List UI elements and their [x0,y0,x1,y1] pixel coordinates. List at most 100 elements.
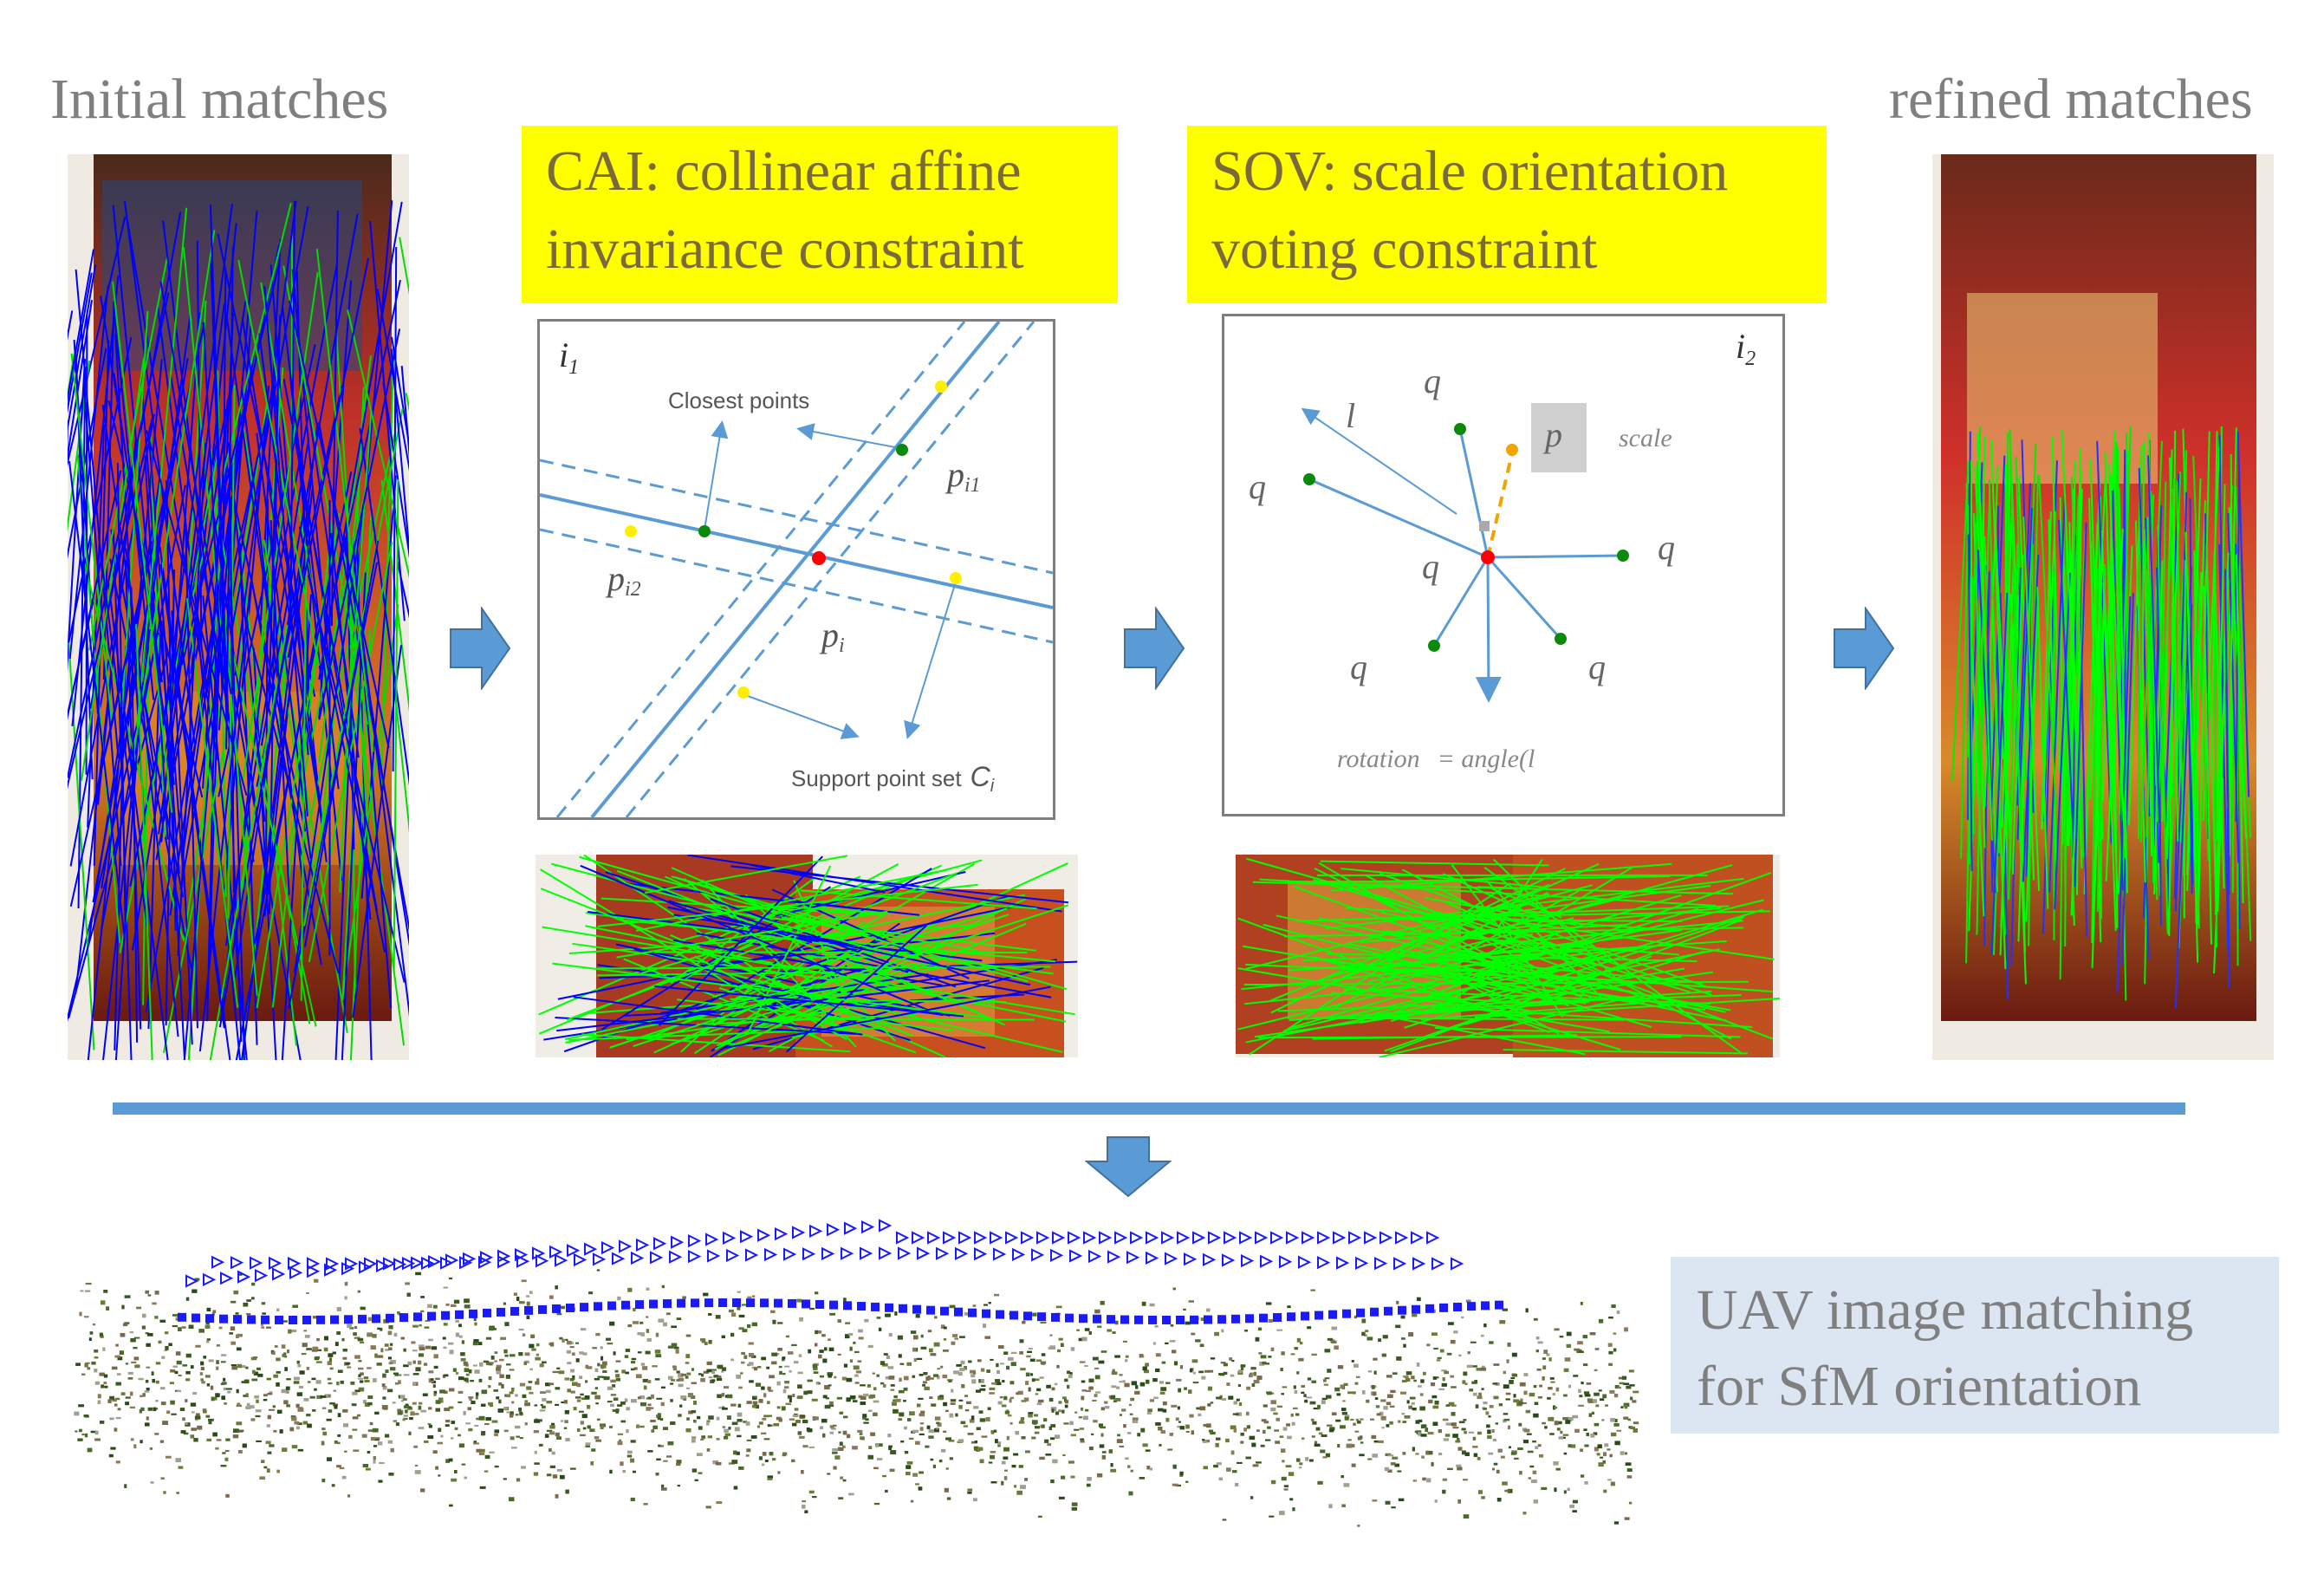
match-line [802,894,1026,940]
cloud-point [1547,1396,1551,1400]
cloud-point [134,1364,140,1369]
cloud-point [339,1467,345,1470]
cloud-point [373,1377,377,1382]
match-line [93,340,110,866]
cloud-point [1497,1448,1503,1453]
cloud-point [1549,1433,1555,1435]
cloud-point [1010,1351,1017,1354]
cloud-point [155,1380,159,1384]
cloud-point [1432,1405,1439,1409]
camera-marker [740,1230,754,1244]
cloud-point [864,1318,869,1323]
cloud-point [191,1428,197,1431]
cloud-point [928,1429,935,1434]
camera-marker [1412,1304,1420,1314]
cloud-point [918,1486,923,1491]
cloud-point [696,1453,703,1457]
cloud-point [1594,1392,1600,1396]
cloud-point [1582,1335,1588,1339]
cloud-point [332,1351,336,1355]
match-line [268,261,339,625]
refined-matches-label: refined matches [1889,68,2253,131]
cloud-point [1617,1386,1621,1389]
cloud-point [100,1300,106,1305]
cloud-point [1009,1381,1015,1385]
match-line [68,285,109,660]
cloud-point [685,1334,691,1337]
cloud-point [1628,1501,1633,1505]
cloud-point [836,1396,842,1400]
camera-marker [1439,1303,1448,1312]
cloud-point [1441,1369,1447,1372]
cloud-point [411,1341,416,1344]
cloud-point [107,1399,112,1403]
cloud-point [717,1376,722,1379]
cloud-point [1568,1384,1572,1389]
cloud-point [1502,1308,1509,1311]
cloud-point [1614,1419,1618,1423]
cloud-point [394,1382,399,1385]
cloud-point [920,1346,927,1350]
cloud-point [433,1365,438,1369]
cloud-point [1167,1448,1173,1451]
match-line [202,399,229,789]
cloud-point [1159,1443,1162,1447]
cloud-point [444,1408,451,1412]
cloud-point [1223,1363,1228,1367]
cloud-point [230,1364,237,1367]
cloud-point [1268,1318,1274,1323]
cloud-point [1376,1413,1381,1416]
cloud-point [161,1356,166,1359]
cloud-point [700,1438,704,1441]
cloud-point [1139,1476,1146,1480]
camera-marker [421,1256,435,1271]
cloud-point [762,1452,767,1456]
camera-marker [636,1238,650,1252]
cloud-point [797,1431,802,1435]
cloud-point [474,1369,480,1374]
cloud-point [1020,1417,1025,1421]
camera-marker [827,1223,841,1237]
match-line [2028,543,2034,946]
cloud-point [1405,1371,1412,1376]
cloud-point [1003,1469,1008,1472]
cloud-point [94,1430,99,1435]
cloud-point [958,1399,964,1402]
cloud-point [958,1439,964,1443]
cloud-point [337,1369,343,1373]
match-line [581,1033,851,1053]
sov-corner-label: i2 [1736,327,1756,370]
cloud-point [254,1395,259,1399]
cloud-point [94,1356,99,1359]
cloud-point [382,1385,387,1390]
cloud-point [307,1381,311,1383]
cloud-point [1487,1434,1492,1440]
cloud-point [464,1304,471,1309]
cloud-point [1160,1430,1165,1434]
cloud-point [551,1451,555,1455]
cloud-point [703,1292,709,1297]
cloud-point [1418,1419,1423,1422]
cloud-point [1525,1308,1529,1313]
cloud-point [380,1327,383,1331]
cloud-point [149,1447,153,1450]
cloud-point [478,1362,484,1367]
cloud-point [1206,1308,1211,1312]
cloud-point [1149,1399,1155,1402]
cloud-point [1130,1469,1133,1473]
cloud-point [565,1438,570,1441]
cloud-point [516,1478,521,1482]
cloud-point [873,1400,880,1403]
cloud-point [815,1330,822,1334]
cloud-point [1580,1301,1583,1305]
refined-matches-image [1932,154,2274,1060]
cloud-point [536,1343,540,1347]
cloud-point [660,1487,667,1491]
cloud-point [306,1348,312,1350]
cloud-point [1398,1420,1401,1423]
cloud-point [245,1366,249,1369]
cloud-point [192,1289,198,1293]
cloud-point [227,1390,231,1394]
cloud-point [1221,1329,1224,1333]
cloud-point [250,1297,255,1300]
